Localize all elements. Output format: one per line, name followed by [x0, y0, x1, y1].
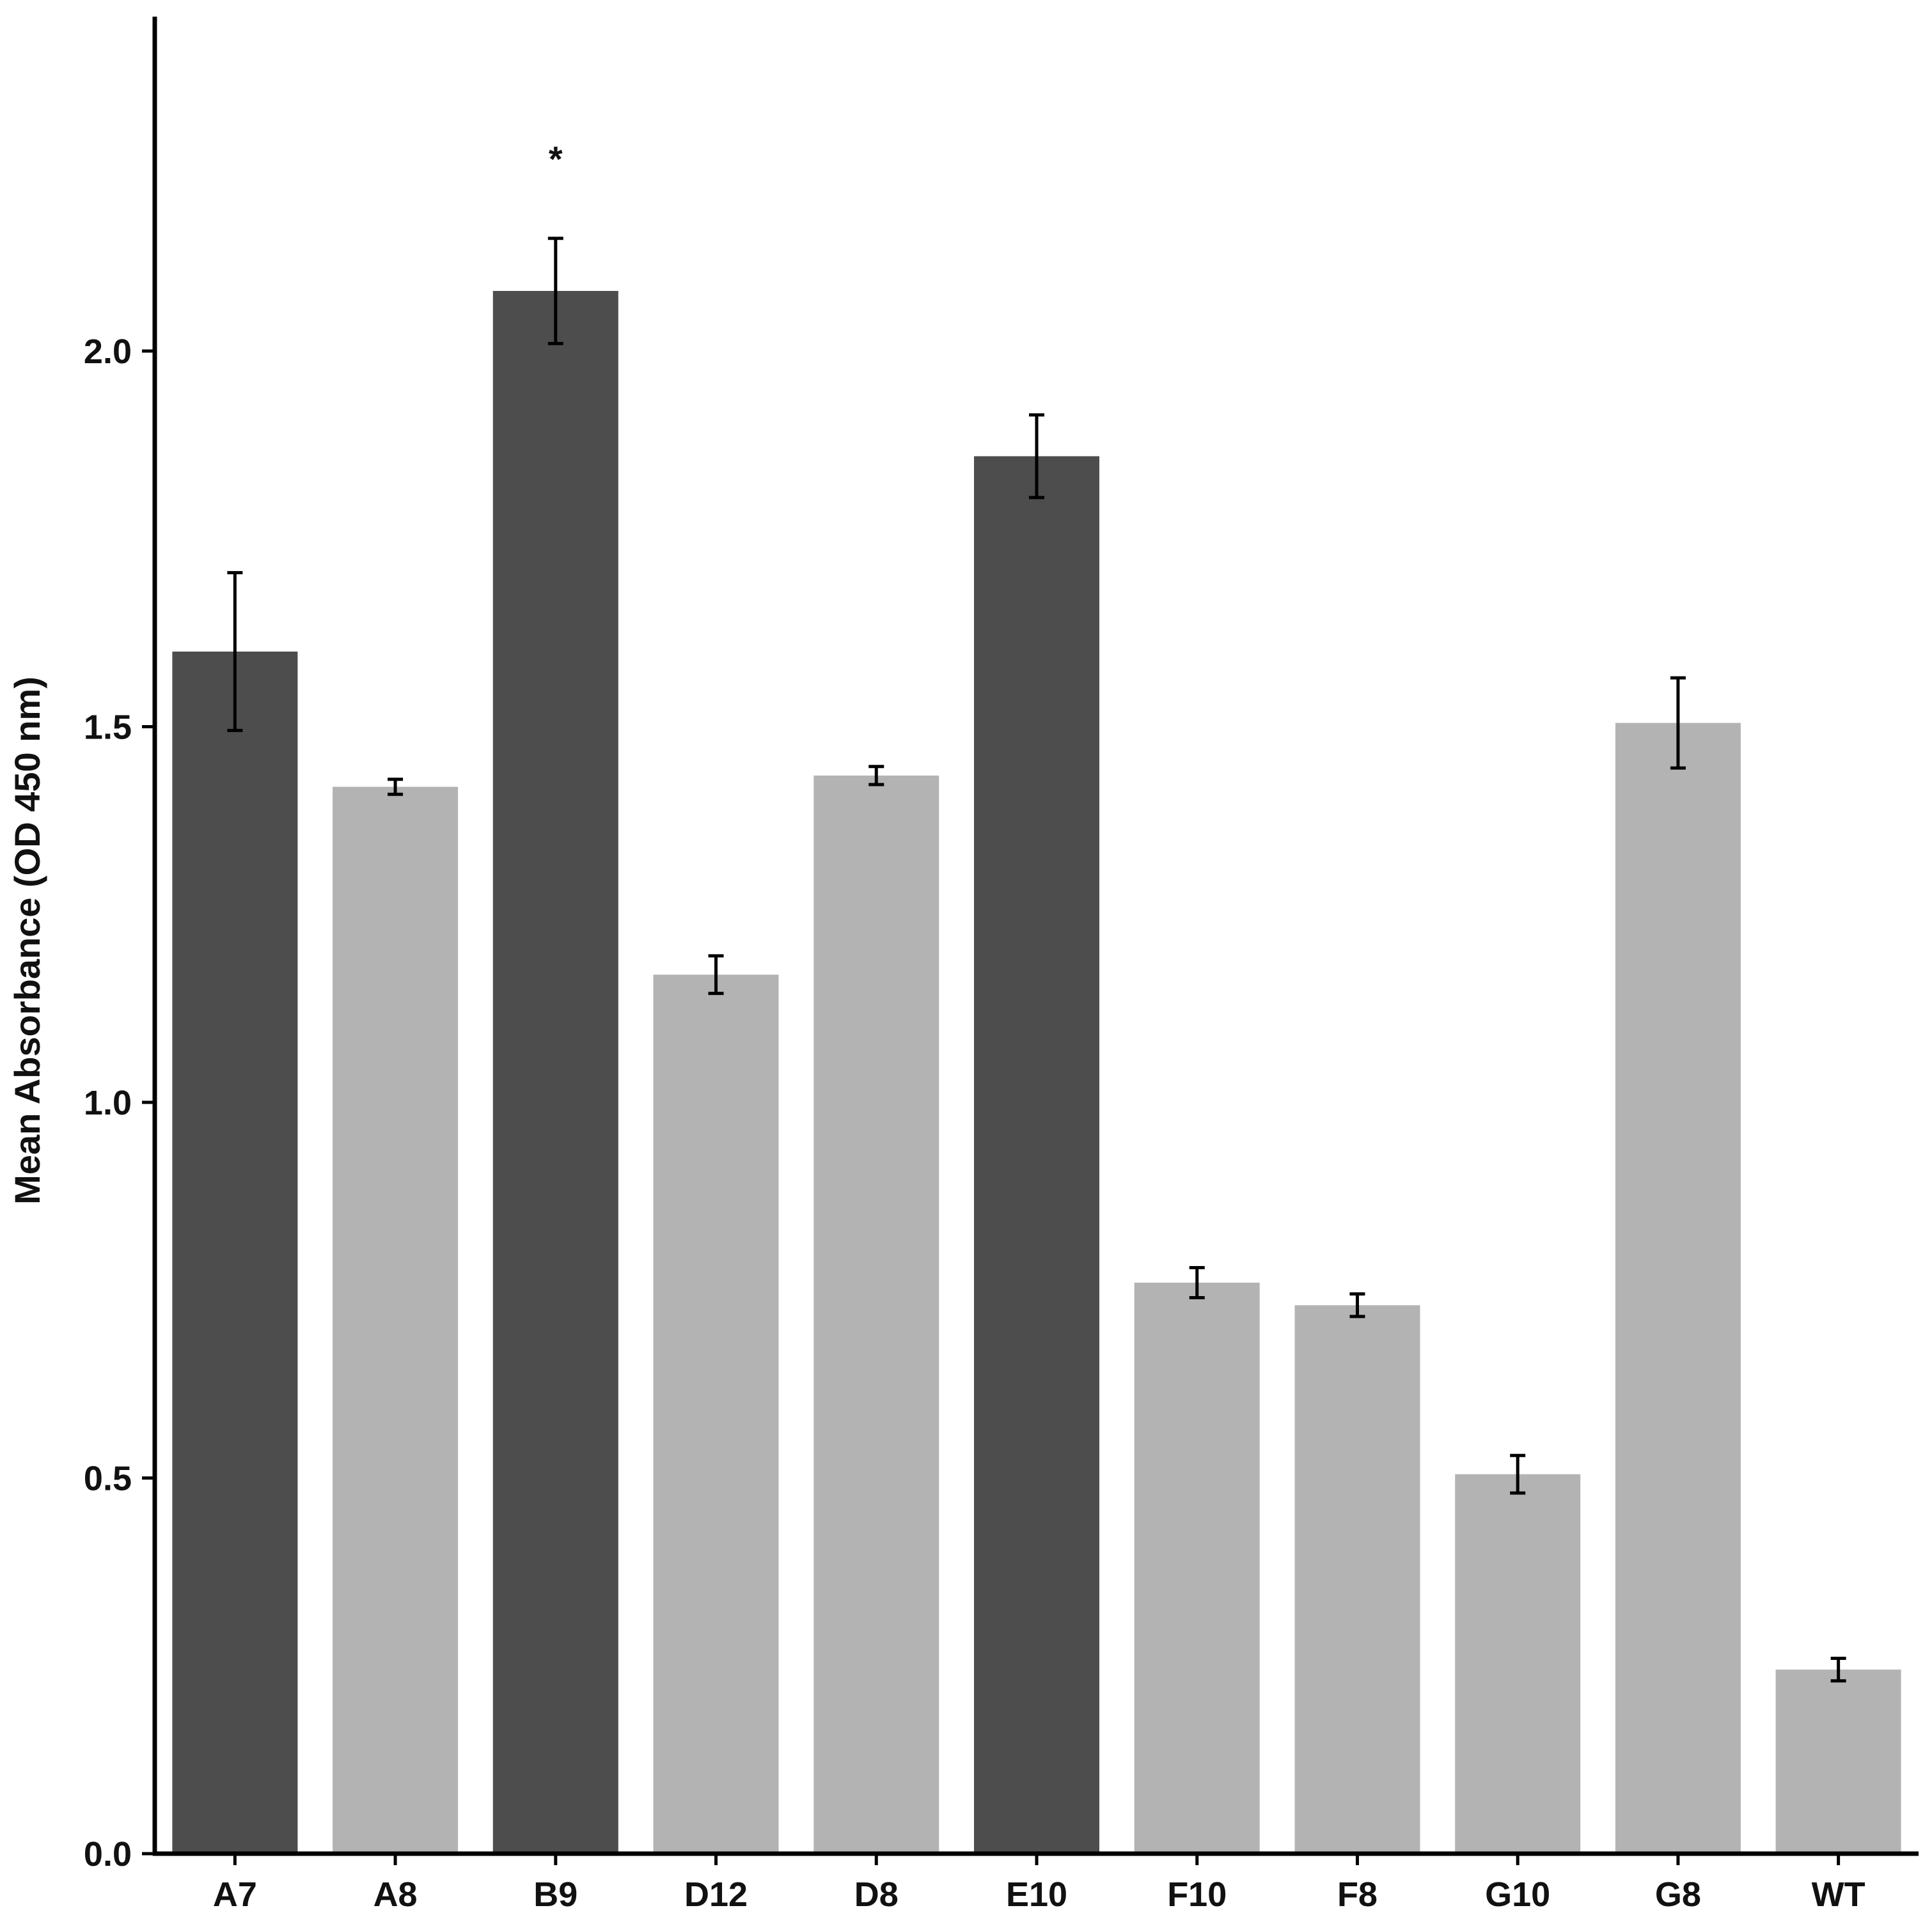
error-bar-b9 [547, 237, 563, 345]
y-axis-title: Mean Absorbance (OD 450 nm) [7, 677, 47, 1205]
bar-d12 [653, 974, 779, 1854]
axes-group [142, 17, 1919, 1865]
error-bar-d8 [868, 765, 884, 786]
x-tick-label-a7: A7 [213, 1875, 257, 1914]
error-bar-wt [1830, 1657, 1846, 1683]
tick-labels-group: A7 A8 B9 D12 D8 E10 F10 F8 G10 G8 WT 0.0 0.5 1.0 1.5 2.… [84, 332, 1865, 1914]
error-bar-f10 [1189, 1266, 1205, 1299]
x-tick-label-f10: F10 [1167, 1875, 1227, 1914]
bars-group [172, 291, 1901, 1854]
bar-f10 [1134, 1283, 1260, 1854]
error-bar-g10 [1510, 1453, 1526, 1495]
error-bar-d12 [708, 954, 724, 996]
significance-marker-b9: * [549, 139, 563, 179]
y-tick-label-2.0: 2.0 [84, 332, 132, 371]
annotations-group: * [549, 139, 563, 179]
error-bar-e10 [1029, 413, 1044, 499]
bar-a8 [333, 786, 459, 1854]
bar-g10 [1455, 1474, 1581, 1854]
bar-b9 [492, 291, 618, 1854]
x-tick-label-g8: G8 [1655, 1875, 1701, 1914]
y-tick-label-0.0: 0.0 [84, 1835, 132, 1873]
x-tick-label-d12: D12 [684, 1875, 748, 1914]
y-tick-label-1.0: 1.0 [84, 1084, 132, 1122]
error-bar-f8 [1349, 1292, 1365, 1318]
bar-d8 [813, 775, 939, 1854]
x-tick-label-f8: F8 [1337, 1875, 1378, 1914]
error-bar-a7 [227, 571, 243, 732]
error-bar-g8 [1670, 676, 1686, 770]
x-tick-label-d8: D8 [854, 1875, 899, 1914]
y-tick-label-0.5: 0.5 [84, 1460, 132, 1498]
x-tick-label-b9: B9 [533, 1875, 577, 1914]
bar-g8 [1615, 723, 1741, 1854]
error-bar-a8 [388, 778, 404, 796]
bar-f8 [1294, 1305, 1420, 1854]
x-tick-label-g10: G10 [1485, 1875, 1550, 1914]
bar-wt [1775, 1670, 1901, 1854]
bar-e10 [974, 456, 1099, 1854]
y-tick-label-1.5: 1.5 [84, 708, 132, 747]
x-tick-label-wt: WT [1812, 1875, 1865, 1914]
error-bars-group [227, 237, 1846, 1683]
x-tick-label-e10: E10 [1006, 1875, 1067, 1914]
bar-a7 [172, 652, 298, 1854]
x-tick-label-a8: A8 [373, 1875, 418, 1914]
